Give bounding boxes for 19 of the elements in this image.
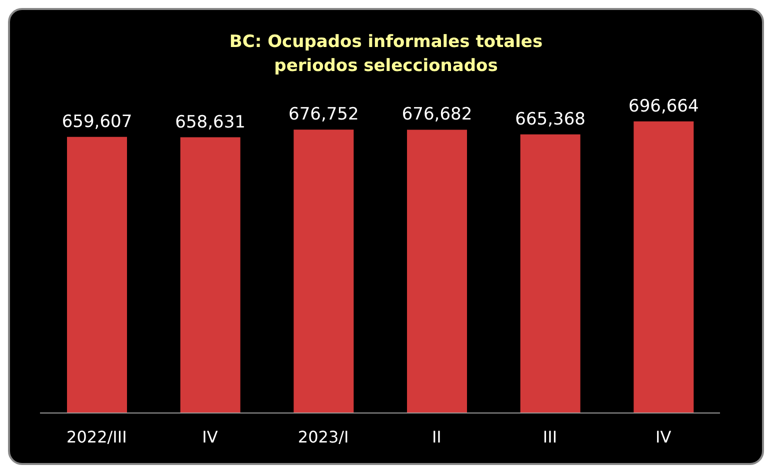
data-label: 658,631 (175, 112, 246, 132)
x-tick-label: IV (655, 427, 672, 446)
bar (180, 137, 240, 413)
data-label: 665,368 (515, 109, 586, 130)
chart-title: BC: Ocupados informales totales periodos seleccionados (228, 31, 544, 78)
x-tick-label: III (542, 427, 558, 446)
bar (407, 130, 467, 413)
data-label: 696,664 (628, 96, 699, 116)
data-label: 676,752 (288, 104, 359, 125)
bar (520, 134, 580, 413)
x-tick-label: 2022/III (66, 427, 127, 446)
x-tick-label: 2023/I (298, 427, 349, 446)
bar (294, 130, 354, 413)
data-label: 659,607 (62, 112, 132, 132)
x-tick-label: II (432, 427, 442, 446)
bar (67, 136, 127, 413)
data-label: 676,682 (402, 104, 472, 125)
x-tick-label: IV (202, 427, 218, 446)
bar (634, 121, 694, 413)
